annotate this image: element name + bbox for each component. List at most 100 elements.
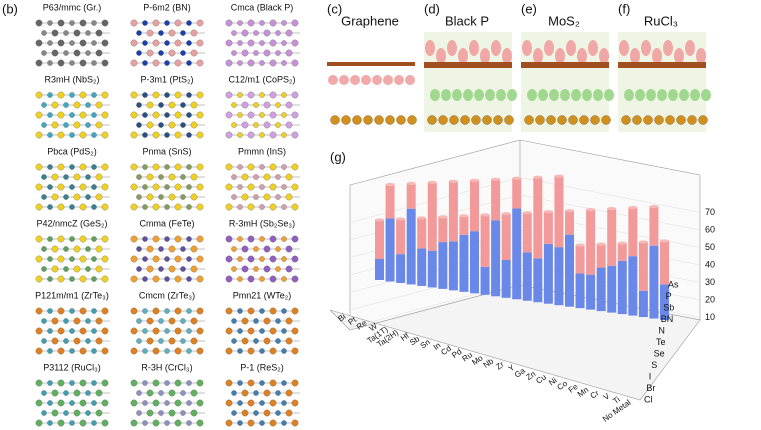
atom <box>237 308 243 314</box>
structure-label: P42/nmcZ (GeS₂) <box>36 218 107 228</box>
atom <box>259 380 265 386</box>
bar-lower <box>596 267 606 312</box>
atom <box>247 91 255 99</box>
atom <box>180 50 186 56</box>
atom <box>136 338 142 344</box>
atom <box>79 275 87 283</box>
bar-cap <box>649 204 659 209</box>
atom <box>241 173 249 181</box>
density-lobe <box>690 89 700 101</box>
atom <box>247 131 255 139</box>
bar-cap <box>660 239 669 243</box>
atom <box>253 50 259 56</box>
bar-lower <box>522 252 532 301</box>
atom <box>47 380 53 386</box>
atom <box>142 236 148 242</box>
atom <box>91 20 97 26</box>
bar-cap <box>575 243 585 247</box>
atom <box>164 184 170 190</box>
atom <box>164 276 170 282</box>
density-lobe <box>549 89 559 101</box>
atom <box>152 275 160 283</box>
atom <box>263 101 271 109</box>
z-tick-label: 70 <box>705 207 715 217</box>
density-lobe <box>657 89 667 101</box>
atom <box>164 60 170 66</box>
atom <box>196 203 204 211</box>
atom <box>69 380 75 386</box>
density-lobe <box>560 89 570 101</box>
atom <box>168 49 176 57</box>
atom <box>130 59 138 67</box>
atom <box>281 20 287 26</box>
atom <box>174 19 182 27</box>
atom <box>101 19 109 27</box>
z-tick-label: 50 <box>705 242 715 252</box>
atom <box>385 115 395 125</box>
structure-image <box>35 163 110 211</box>
atom <box>85 30 91 36</box>
atom <box>146 389 154 397</box>
atom <box>225 379 233 387</box>
atom <box>263 193 271 201</box>
atom <box>231 246 237 252</box>
atom <box>142 308 148 314</box>
atom <box>142 256 148 262</box>
atom <box>247 39 255 47</box>
atom <box>180 318 186 324</box>
atom <box>190 337 198 345</box>
panel-title: RuCl₃ <box>644 13 678 28</box>
density-lobe <box>593 89 603 101</box>
atom <box>225 327 233 335</box>
atom <box>168 265 176 273</box>
atom <box>69 420 75 426</box>
atom <box>35 59 43 67</box>
atom <box>41 246 47 252</box>
atom <box>190 245 198 253</box>
atom <box>164 348 170 354</box>
atom <box>190 317 198 325</box>
bar-cap <box>533 175 543 179</box>
atom <box>263 29 271 37</box>
x-axis-label: In <box>432 341 443 352</box>
atom <box>237 20 243 26</box>
atom <box>51 409 59 417</box>
atom <box>247 379 255 387</box>
atom <box>291 39 299 47</box>
x-axis-label: Zr <box>494 360 506 372</box>
atom <box>168 121 176 129</box>
atom <box>152 19 160 27</box>
atom <box>164 40 170 46</box>
atom <box>253 266 259 272</box>
atom <box>196 419 204 427</box>
atom <box>73 173 81 181</box>
structure-image <box>225 163 300 211</box>
x-axis-label: Nb <box>482 356 496 370</box>
atom <box>247 419 255 427</box>
atom <box>130 111 138 119</box>
structure-image <box>130 379 205 427</box>
charge-density-image <box>618 32 711 132</box>
atom <box>57 327 65 335</box>
atom <box>41 102 47 108</box>
atom <box>396 115 406 125</box>
atom <box>241 121 249 129</box>
atom <box>190 265 198 273</box>
bar-cap <box>617 241 627 245</box>
atom <box>281 40 287 46</box>
bar-upper <box>406 183 416 209</box>
atom <box>174 235 182 243</box>
atom <box>174 203 182 211</box>
bar-upper <box>385 184 395 219</box>
layer <box>521 62 609 68</box>
atom <box>57 59 65 67</box>
atom <box>259 132 265 138</box>
atom <box>79 347 87 355</box>
atom <box>237 164 243 170</box>
structure-image <box>35 19 110 67</box>
bar-cap <box>406 181 416 186</box>
atom <box>142 204 148 210</box>
atom <box>263 245 271 253</box>
atom <box>79 131 87 139</box>
